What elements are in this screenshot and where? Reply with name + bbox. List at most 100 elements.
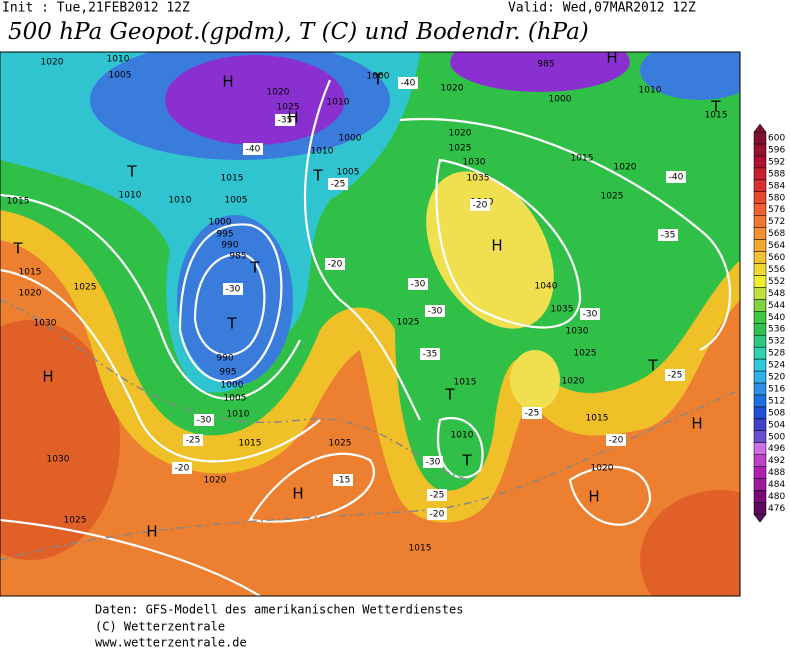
isobar-label: 1020 bbox=[441, 84, 464, 94]
colorbar-label: 596 bbox=[768, 145, 785, 155]
isobar-label: 1010 bbox=[169, 196, 192, 206]
temperature-label: -30 bbox=[411, 280, 426, 290]
isobar-label: 990 bbox=[216, 354, 233, 364]
isobar-label: 1000 bbox=[367, 72, 390, 82]
pressure-center: T bbox=[710, 98, 721, 116]
isobar-label: 995 bbox=[216, 230, 233, 240]
temperature-label: -30 bbox=[428, 307, 443, 317]
colorbar-segment bbox=[753, 430, 767, 443]
isobar-label: 1020 bbox=[204, 476, 227, 486]
isobar-label: 1020 bbox=[19, 289, 42, 299]
isobar-label: 1025 bbox=[574, 349, 597, 359]
temperature-label-box bbox=[580, 308, 600, 320]
temperature-label-box bbox=[522, 407, 542, 419]
isobar-label: 1000 bbox=[221, 381, 244, 391]
colorbar-segment bbox=[753, 382, 767, 396]
temperature-label: -30 bbox=[583, 310, 598, 320]
temperature-label: -20 bbox=[473, 201, 488, 211]
colorbar-label: 540 bbox=[768, 313, 785, 323]
isobar-label: 1040 bbox=[535, 282, 558, 292]
isobar-label: 1035 bbox=[467, 174, 490, 184]
colorbar-label: 556 bbox=[768, 265, 785, 275]
isobar-label: 1015 bbox=[586, 414, 609, 424]
colorbar-label: 572 bbox=[768, 217, 785, 227]
colorbar-segment bbox=[753, 311, 767, 324]
colorbar-segment bbox=[753, 478, 767, 491]
isobar-label: 1025 bbox=[449, 144, 472, 154]
temperature-label: -20 bbox=[609, 436, 624, 446]
pressure-center: H bbox=[691, 415, 702, 433]
colorbar-segment bbox=[753, 227, 767, 240]
isobar-label: 1025 bbox=[601, 192, 624, 202]
isobar-label: 1015 bbox=[221, 174, 244, 184]
temperature-label-box bbox=[423, 456, 443, 468]
pressure-center: T bbox=[444, 386, 455, 404]
map bbox=[0, 51, 741, 597]
isobar-label: 1020 bbox=[41, 58, 64, 68]
colorbar-label: 516 bbox=[768, 384, 785, 394]
isobar-label: 1015 bbox=[19, 268, 42, 278]
isobar-label: 1000 bbox=[549, 95, 572, 105]
temperature-label-box bbox=[325, 258, 345, 270]
colorbar-label: 500 bbox=[768, 432, 785, 442]
colorbar-segment bbox=[753, 191, 767, 204]
colorbar-segment bbox=[753, 131, 767, 145]
colorbar-segment bbox=[753, 370, 767, 384]
isobar-label: 1015 bbox=[7, 197, 30, 207]
colorbar-label: 544 bbox=[768, 301, 785, 311]
colorbar-label: 580 bbox=[768, 193, 785, 203]
colorbar-label: 552 bbox=[768, 277, 785, 287]
isobar-label: 1025 bbox=[397, 318, 420, 328]
pressure-center: T bbox=[647, 357, 658, 375]
temperature-label-box bbox=[420, 348, 440, 360]
isobar-label: 1025 bbox=[277, 103, 300, 113]
pressure-center: H bbox=[287, 109, 298, 127]
isobar-label: 1010 bbox=[119, 191, 142, 201]
init-time: Init : Tue,21FEB2012 12Z bbox=[2, 1, 190, 16]
temperature-label-box bbox=[427, 508, 447, 520]
colorbar-label: 568 bbox=[768, 229, 785, 239]
colorbar-label: 504 bbox=[768, 420, 785, 430]
isobar-label: 1000 bbox=[209, 218, 232, 228]
colorbar-segment bbox=[753, 203, 767, 216]
colorbar-label: 520 bbox=[768, 373, 785, 383]
temperature-label-box bbox=[606, 434, 626, 446]
pressure-center: T bbox=[249, 259, 260, 277]
colorbar-segment bbox=[753, 490, 767, 503]
temperature-label-box bbox=[665, 369, 685, 381]
colorbar-segment bbox=[753, 143, 767, 157]
colorbar-label: 488 bbox=[768, 468, 785, 478]
colorbar-segment bbox=[753, 322, 767, 336]
temperature-label: -40 bbox=[246, 145, 261, 155]
colorbar-segment bbox=[753, 155, 767, 169]
temperature-label: -35 bbox=[661, 231, 676, 241]
temperature-label: -30 bbox=[426, 458, 441, 468]
temperature-label: -35 bbox=[278, 116, 293, 126]
colorbar-label: 564 bbox=[768, 241, 785, 251]
temperature-label-box bbox=[172, 462, 192, 474]
temperature-label-box bbox=[408, 278, 428, 290]
colorbar-segment bbox=[753, 167, 767, 181]
colorbar-segment bbox=[753, 215, 767, 228]
temperature-label: -20 bbox=[328, 260, 343, 270]
colorbar-label: 584 bbox=[768, 181, 785, 191]
temperature-label-box bbox=[333, 474, 353, 486]
temperature-label-box bbox=[194, 414, 214, 426]
colorbar-label: 508 bbox=[768, 408, 785, 418]
isobar-label: 1010 bbox=[311, 147, 334, 157]
colorbar-segment bbox=[753, 239, 767, 252]
colorbar-segment bbox=[753, 394, 767, 408]
temperature-label-box bbox=[223, 283, 243, 295]
pressure-center: H bbox=[42, 368, 53, 386]
temperature-label: -25 bbox=[331, 180, 346, 190]
colorbar-segment bbox=[753, 442, 767, 455]
pressure-center: H bbox=[588, 488, 599, 506]
isobar-label: 1015 bbox=[409, 544, 432, 554]
footer-line: Daten: GFS-Modell des amerikanischen Wet… bbox=[95, 603, 463, 617]
pressure-center: T bbox=[226, 315, 237, 333]
colorbar-arrow bbox=[753, 514, 767, 523]
colorbar-label: 576 bbox=[768, 205, 785, 215]
temperature-label-box bbox=[425, 305, 445, 317]
isobar-label: 1030 bbox=[34, 319, 57, 329]
